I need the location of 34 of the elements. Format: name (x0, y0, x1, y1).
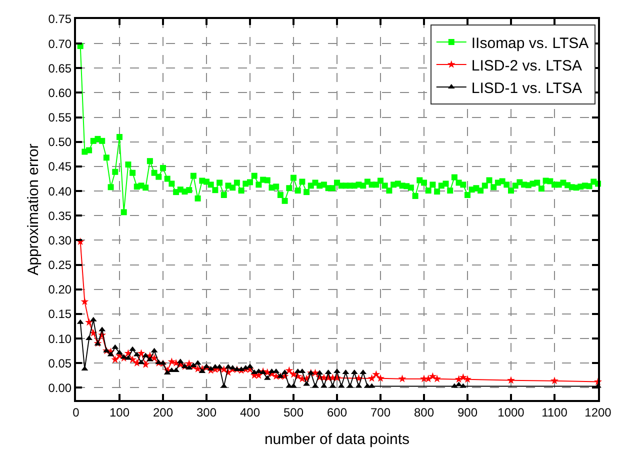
y-tick-label: 0.40 (48, 184, 72, 198)
x-tick-label: 600 (326, 405, 348, 420)
legend-label: IIsomap vs. LTSA (471, 34, 589, 52)
x-tick-label: 200 (152, 405, 174, 420)
x-tick-label: 300 (196, 405, 217, 420)
legend-label: LISD-1 vs. LTSA (471, 80, 582, 97)
y-tick-label: 0.30 (48, 233, 72, 248)
legend-label: LISD-2 vs. LTSA (471, 57, 582, 74)
y-tick-label: 0.65 (48, 61, 72, 76)
y-tick-label: 0.45 (48, 160, 72, 174)
x-tick-label: 900 (457, 405, 478, 420)
y-tick-label: 0.60 (48, 86, 72, 100)
x-tick-label: 500 (283, 405, 304, 420)
x-tick-label: 1100 (542, 405, 568, 420)
y-tick-label: 0.75 (48, 12, 72, 26)
x-tick-label: 0 (72, 405, 80, 420)
y-tick-label: 0.10 (48, 332, 72, 346)
y-tick-label: 0.55 (48, 110, 72, 125)
x-axis-title: number of data points (264, 430, 410, 448)
y-tick-label: 0.50 (48, 135, 72, 150)
y-tick-label: 0.25 (48, 258, 72, 272)
y-tick-label: 0.05 (48, 356, 72, 370)
y-tick-label: 0.35 (48, 208, 72, 223)
x-tick-label: 400 (240, 405, 260, 420)
x-tick-label: 800 (414, 405, 434, 420)
x-tick-label: 1000 (498, 405, 525, 420)
y-axis-title: Approximation error (24, 144, 42, 276)
x-tick-label: 1200 (584, 405, 612, 420)
y-tick-label: 0.20 (48, 282, 72, 297)
y-tick-label: 0.15 (48, 307, 72, 322)
x-tick-label: 700 (370, 405, 391, 420)
y-tick-label: 0.00 (48, 380, 72, 395)
y-tick-label: 0.70 (48, 36, 72, 51)
x-tick-label: 100 (109, 405, 130, 420)
